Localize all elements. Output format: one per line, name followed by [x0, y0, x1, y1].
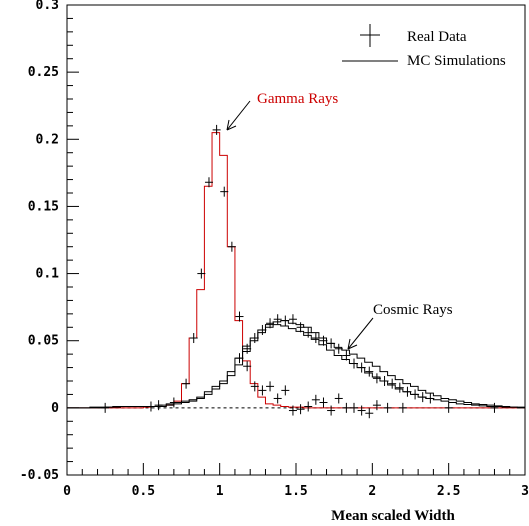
data-point: [411, 389, 420, 400]
data-point: [235, 353, 244, 364]
data-point: [288, 405, 297, 416]
data-point: [266, 381, 275, 392]
data-point: [342, 402, 351, 413]
data-point: [334, 393, 343, 404]
data-point: [357, 405, 366, 416]
data-point: [418, 392, 427, 403]
y-tick-label: -0.05: [20, 468, 59, 483]
data-point: [398, 402, 407, 413]
x-tick-label: 1: [216, 484, 224, 499]
data-point: [403, 386, 412, 397]
data-point: [350, 402, 359, 413]
axis-ticks: [66, 4, 526, 476]
mc-histogram-cosmic-rays: [67, 320, 526, 409]
x-tick-label: 1.5: [284, 484, 307, 499]
data-point: [235, 311, 244, 322]
data-point: [243, 343, 252, 354]
data-point: [154, 400, 163, 411]
data-point: [388, 378, 397, 389]
plot-area-border: [66, 4, 526, 476]
data-point: [372, 373, 381, 384]
data-point: [281, 315, 290, 326]
annotation-cosmic-rays: Cosmic Rays: [373, 302, 453, 318]
data-point: [357, 362, 366, 373]
mc-histogram-cosmic-rays-lower: [67, 324, 525, 409]
data-point: [169, 397, 178, 408]
data-point: [250, 381, 259, 392]
data-point: [227, 241, 236, 252]
annotations: Gamma Rays Cosmic Rays: [226, 91, 453, 350]
axis-tick-labels: 0 0.5 1 1.5 2 2.5 3 -0.05 0 0.05 0.1 0.15 0.2 0.25 0.3: [20, 0, 529, 499]
data-point: [204, 177, 213, 188]
data-point: [334, 343, 343, 354]
data-point: [319, 335, 328, 346]
data-point: [212, 124, 221, 135]
data-point: [182, 378, 191, 389]
data-point: [197, 268, 206, 279]
y-tick-label: 0.1: [36, 267, 60, 282]
data-point: [327, 405, 336, 416]
data-point: [146, 401, 155, 412]
x-tick-label: 2.5: [437, 484, 460, 499]
data-point: [342, 350, 351, 361]
data-point: [395, 382, 404, 393]
data-point: [311, 333, 320, 344]
y-tick-label: 0.25: [28, 65, 59, 80]
data-point: [444, 402, 453, 413]
data-point: [273, 314, 282, 325]
data-point: [288, 314, 297, 325]
data-point: [350, 358, 359, 369]
y-tick-label: 0.15: [28, 199, 59, 214]
annotation-cosmic-arrowhead: [347, 338, 358, 350]
data-point: [365, 366, 374, 377]
x-tick-label: 0.5: [132, 484, 155, 499]
y-tick-label: 0.3: [36, 0, 59, 13]
legend-marker-real-data: [360, 24, 380, 47]
legend: Real Data MC Simulations: [342, 24, 506, 69]
data-point: [304, 327, 313, 338]
data-point: [258, 385, 267, 396]
data-point: [296, 322, 305, 333]
data-point: [311, 394, 320, 405]
x-tick-label: 3: [521, 484, 529, 499]
data-point: [281, 385, 290, 396]
x-tick-label: 0: [63, 484, 71, 499]
data-point: [380, 376, 389, 386]
plot-frame: [66, 4, 526, 476]
y-tick-label: 0.05: [28, 334, 59, 349]
data-point: [490, 402, 499, 413]
legend-label-real-data: Real Data: [407, 29, 467, 45]
annotation-gamma-arrow: [226, 100, 251, 131]
x-axis-title: Mean scaled Width: [331, 508, 455, 524]
annotation-gamma-rays: Gamma Rays: [257, 91, 338, 107]
y-tick-label: 0: [51, 401, 59, 416]
data-points-layer: [101, 124, 499, 419]
series-layer: [67, 132, 526, 409]
data-point: [296, 404, 305, 415]
data-point: [250, 333, 259, 344]
mc-histogram-gamma-rays: [67, 132, 525, 409]
data-point: [383, 402, 392, 413]
data-point: [243, 361, 252, 372]
data-point: [304, 401, 313, 412]
data-point: [220, 186, 229, 197]
x-tick-label: 2: [368, 484, 376, 499]
y-tick-label: 0.2: [36, 132, 59, 147]
data-point: [365, 408, 374, 419]
data-point: [426, 393, 435, 404]
annotation-cosmic-arrow: [347, 317, 374, 350]
data-point: [319, 397, 328, 408]
annotation-gamma-arrowhead: [226, 119, 237, 131]
data-point: [258, 324, 267, 335]
data-point: [189, 333, 198, 344]
data-point: [327, 338, 336, 349]
data-point: [273, 393, 282, 404]
legend-label-mc-simulations: MC Simulations: [407, 53, 506, 69]
data-point: [101, 402, 110, 413]
data-point: [266, 318, 275, 329]
data-point: [372, 400, 381, 411]
